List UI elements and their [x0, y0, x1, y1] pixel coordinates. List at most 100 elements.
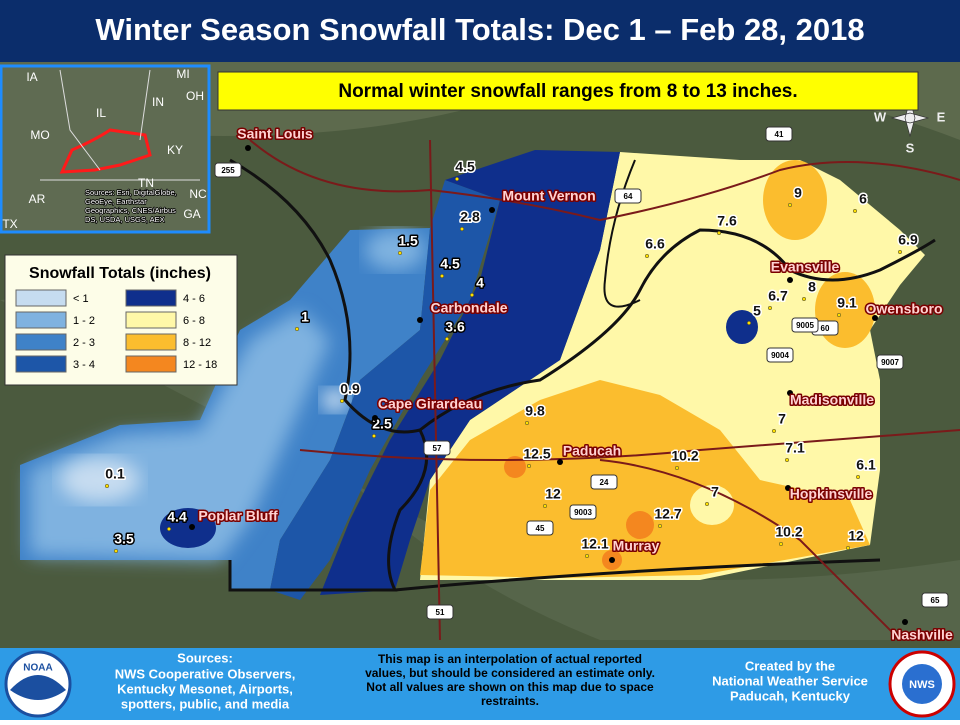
banner-text: Normal winter snowfall ranges from 8 to … [338, 81, 797, 102]
compass-letter: W [874, 109, 887, 124]
snowfall-value: 10.2 [775, 524, 802, 540]
observation-dot [584, 553, 590, 559]
highway-number: 57 [433, 444, 442, 453]
inset-state-label: MI [176, 67, 189, 81]
city-label: Evansville [771, 259, 840, 275]
observation-dot [674, 465, 680, 471]
highway-shield [921, 592, 949, 608]
highway-shield [614, 188, 642, 204]
legend-label: 1 - 2 [73, 315, 95, 327]
nws-inner [902, 664, 942, 704]
highway-shield [766, 347, 794, 363]
snowfall-value: 3.5 [114, 531, 134, 547]
city-label: Murray [613, 538, 660, 554]
observation-dot [469, 292, 475, 298]
banner [217, 71, 919, 111]
highway-number: 24 [600, 478, 609, 487]
footer-sources: Kentucky Mesonet, Airports, [117, 681, 293, 696]
snow-12-18 [626, 511, 654, 539]
city-dot [372, 415, 378, 421]
inset-state-label: GA [183, 207, 200, 221]
footer-text: Sources:NWS Cooperative Observers,Kentuc… [4, 650, 956, 718]
observation-dot [444, 336, 450, 342]
city-label: Owensboro [865, 301, 942, 317]
snowfall-value: 7 [711, 484, 719, 500]
city-dot [557, 459, 563, 465]
city-label: Hopkinsville [790, 486, 873, 502]
city-label: Poplar Bluff [198, 508, 278, 524]
inset-state-label: MO [30, 128, 49, 142]
observation-dot [852, 208, 858, 214]
legend-label: 3 - 4 [73, 359, 95, 371]
legend-swatch [125, 355, 177, 373]
observation-dot [526, 463, 532, 469]
legend-label: 12 - 18 [183, 359, 217, 371]
city-label: Nashville [891, 627, 953, 643]
legend-swatch [125, 311, 177, 329]
footer-sources: NWS Cooperative Observers, [115, 666, 296, 681]
observation-dot [801, 296, 807, 302]
observation-dot [439, 273, 445, 279]
snow-1-2 [365, 230, 425, 270]
observation-dot [716, 230, 722, 236]
state-border [419, 228, 936, 432]
observation-dot [113, 548, 119, 554]
observation-dot [454, 176, 460, 182]
city-dot [902, 619, 908, 625]
footer-disclaimer: This map is an interpolation of actual r… [378, 652, 642, 666]
observation-dot [746, 320, 752, 326]
observation-dot [784, 457, 790, 463]
snowfall-value: 6.1 [856, 457, 876, 473]
snowfall-value: 6.7 [768, 288, 788, 304]
inset-state-label: NC [189, 187, 207, 201]
snowfall-value: 12.1 [581, 536, 608, 552]
observation-dot [767, 305, 773, 311]
observation-dot [657, 523, 663, 529]
footer-credit: Created by the [745, 658, 835, 673]
snowfall-value: 7.1 [785, 440, 805, 456]
highway-number: 255 [221, 166, 235, 175]
legend-swatch [125, 289, 177, 307]
noaa-bird [10, 675, 66, 700]
observation-dot [339, 398, 345, 404]
snow-3-4 [270, 180, 500, 600]
highway-number: 9003 [574, 508, 592, 517]
legend-label: 8 - 12 [183, 337, 211, 349]
highway-number: 45 [536, 524, 545, 533]
inset-state-label: IA [26, 70, 37, 84]
city-dot [489, 207, 495, 213]
compass-rose [890, 98, 930, 138]
highway [299, 139, 960, 641]
snowfall-value: 6.9 [898, 232, 918, 248]
inset-source: GeoEye, Earthstar [85, 197, 147, 206]
borders [228, 139, 960, 641]
highway-shield [423, 440, 451, 456]
inset-state-label: KY [167, 143, 183, 157]
highway-shield [791, 317, 819, 333]
legend: Snowfall Totals (inches) < 1 1 - 2 2 - 3 3 … [4, 254, 238, 386]
snowfall-value: 2.8 [460, 209, 480, 225]
inset-state-label: OH [186, 89, 204, 103]
observation-dot [371, 433, 377, 439]
observation-dot [855, 474, 861, 480]
state-border [394, 558, 881, 592]
observation-dot [778, 541, 784, 547]
legend-label: 2 - 3 [73, 337, 95, 349]
highway-shield [426, 604, 454, 620]
inset-source: DS, USDA, USGS, AEX [85, 215, 165, 224]
snowfall-value: 9.1 [837, 295, 857, 311]
observation-dot [542, 503, 548, 509]
highway-shield [876, 354, 904, 370]
legend-title: Snowfall Totals (inches) [29, 265, 211, 282]
city-dot [609, 557, 615, 563]
highway-number: 9005 [796, 321, 814, 330]
city-label: Paducah [563, 443, 621, 459]
highway-number: 60 [821, 324, 830, 333]
snowfall-value: 7 [778, 411, 786, 427]
title-bar [0, 0, 960, 62]
inset-state-label: IN [152, 95, 164, 109]
inset-map: IA MI IL IN OH MO KY AR TN NC GA TX Sources: Esri, D… [0, 64, 211, 234]
state-border [228, 158, 429, 592]
city-dot [245, 145, 251, 151]
snowfall-value: 4.4 [167, 509, 187, 525]
